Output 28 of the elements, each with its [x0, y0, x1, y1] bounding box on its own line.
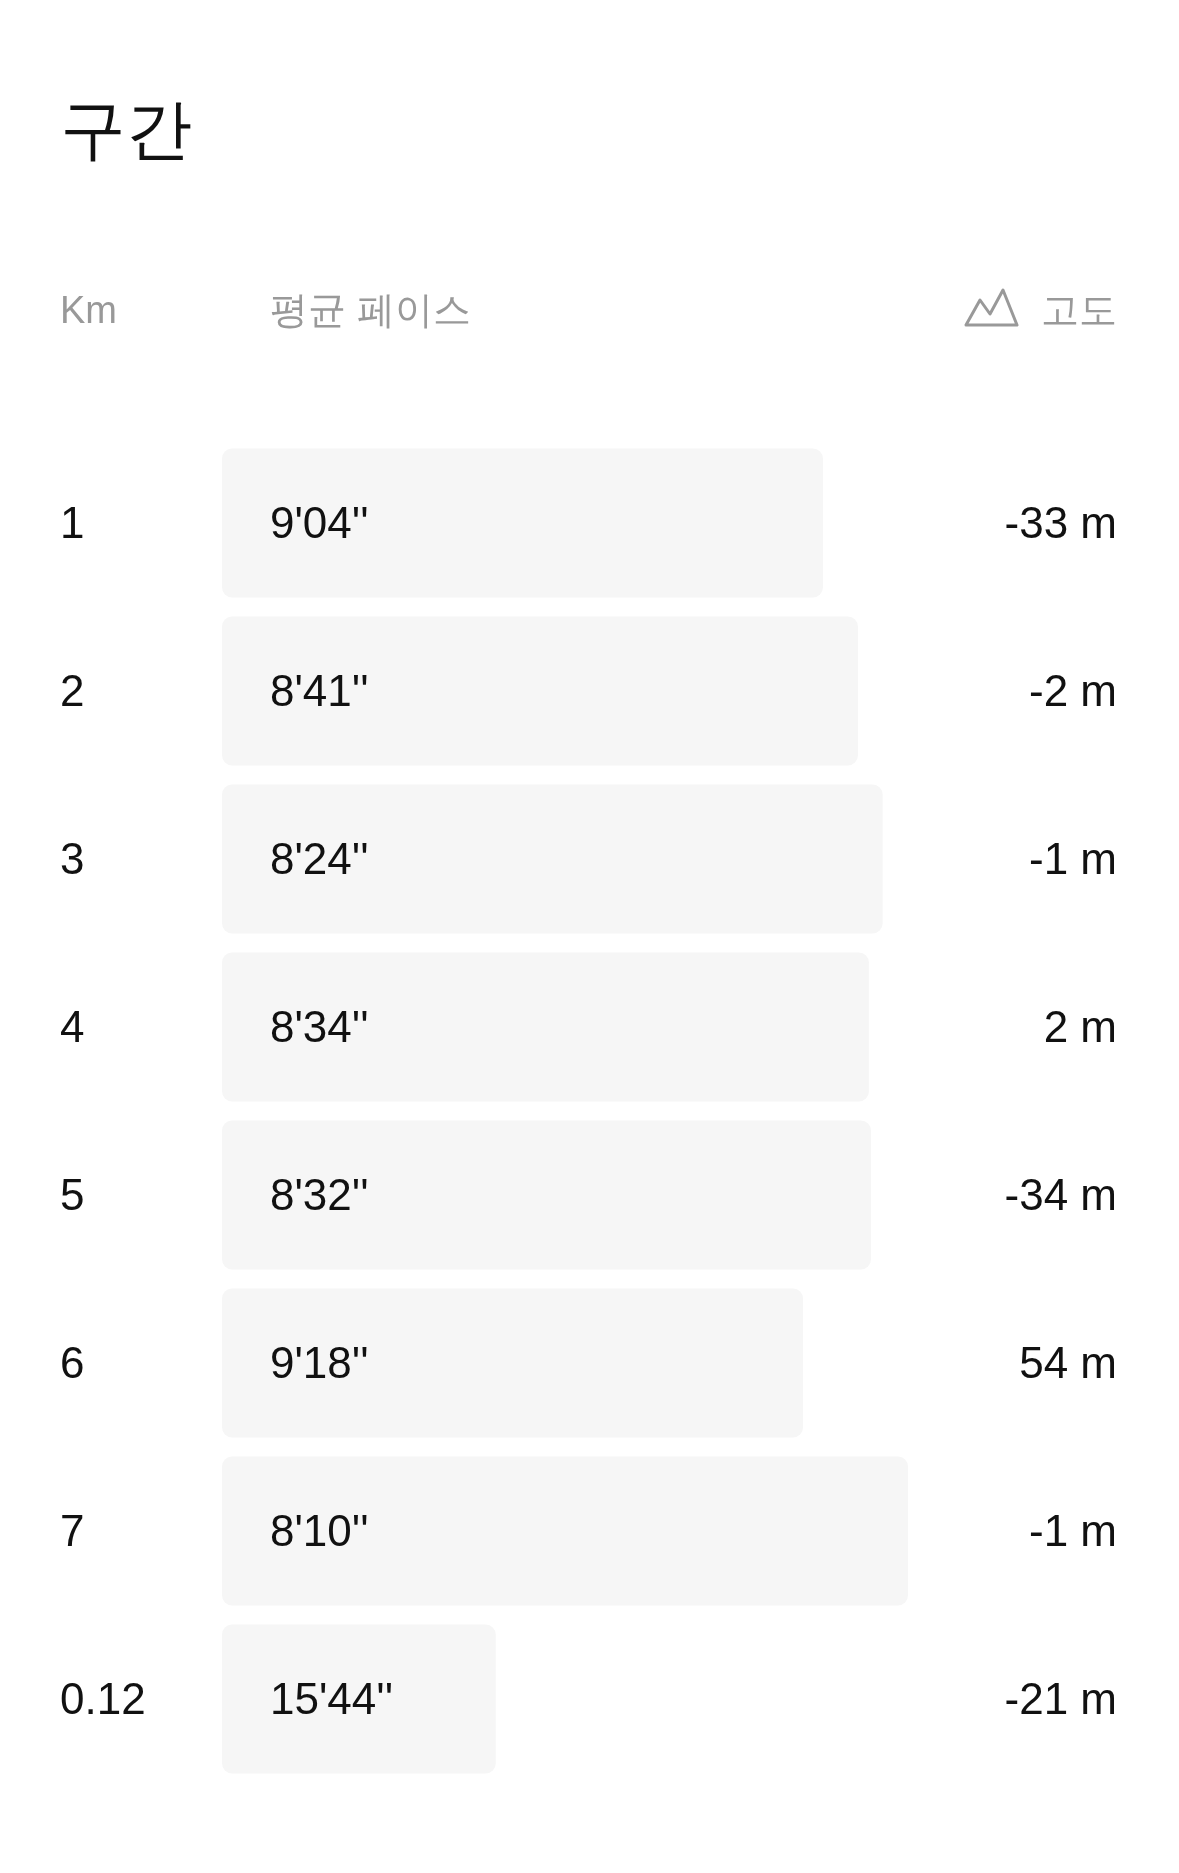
annotation: 15'44'': [270, 1674, 394, 1723]
y-axis-title: Km: [60, 289, 117, 331]
y-tick-label: 1: [60, 498, 85, 547]
text: -21 m: [1004, 1674, 1117, 1723]
annotation: 8'10'': [270, 1506, 369, 1555]
annotation: 8'41'': [270, 666, 369, 715]
text: 2 m: [1043, 1002, 1117, 1051]
y2-axis-title: 고도: [1041, 289, 1117, 331]
annotation: 9'04'': [270, 498, 369, 547]
y-tick-label: 0.12: [60, 1674, 146, 1723]
y-tick-label: 4: [60, 1002, 85, 1051]
y-tick-label: 7: [60, 1506, 85, 1555]
x-axis-title: 평균 페이스: [270, 289, 471, 331]
text: -2 m: [1029, 666, 1117, 715]
y-tick-label: 5: [60, 1170, 85, 1219]
annotation: 8'24'': [270, 834, 369, 883]
annotation: 8'34'': [270, 1002, 369, 1051]
text: -34 m: [1004, 1170, 1117, 1219]
chart-title: 구간: [60, 92, 192, 166]
y-tick-label: 6: [60, 1338, 85, 1387]
text: -33 m: [1004, 498, 1117, 547]
text: -1 m: [1029, 1506, 1117, 1555]
text: -1 m: [1029, 834, 1117, 883]
y-tick-label: 2: [60, 666, 85, 715]
annotation: 8'32'': [270, 1170, 369, 1219]
annotation: 9'18'': [270, 1338, 369, 1387]
y-tick-label: 3: [60, 834, 85, 883]
text: 54 m: [1019, 1338, 1117, 1387]
